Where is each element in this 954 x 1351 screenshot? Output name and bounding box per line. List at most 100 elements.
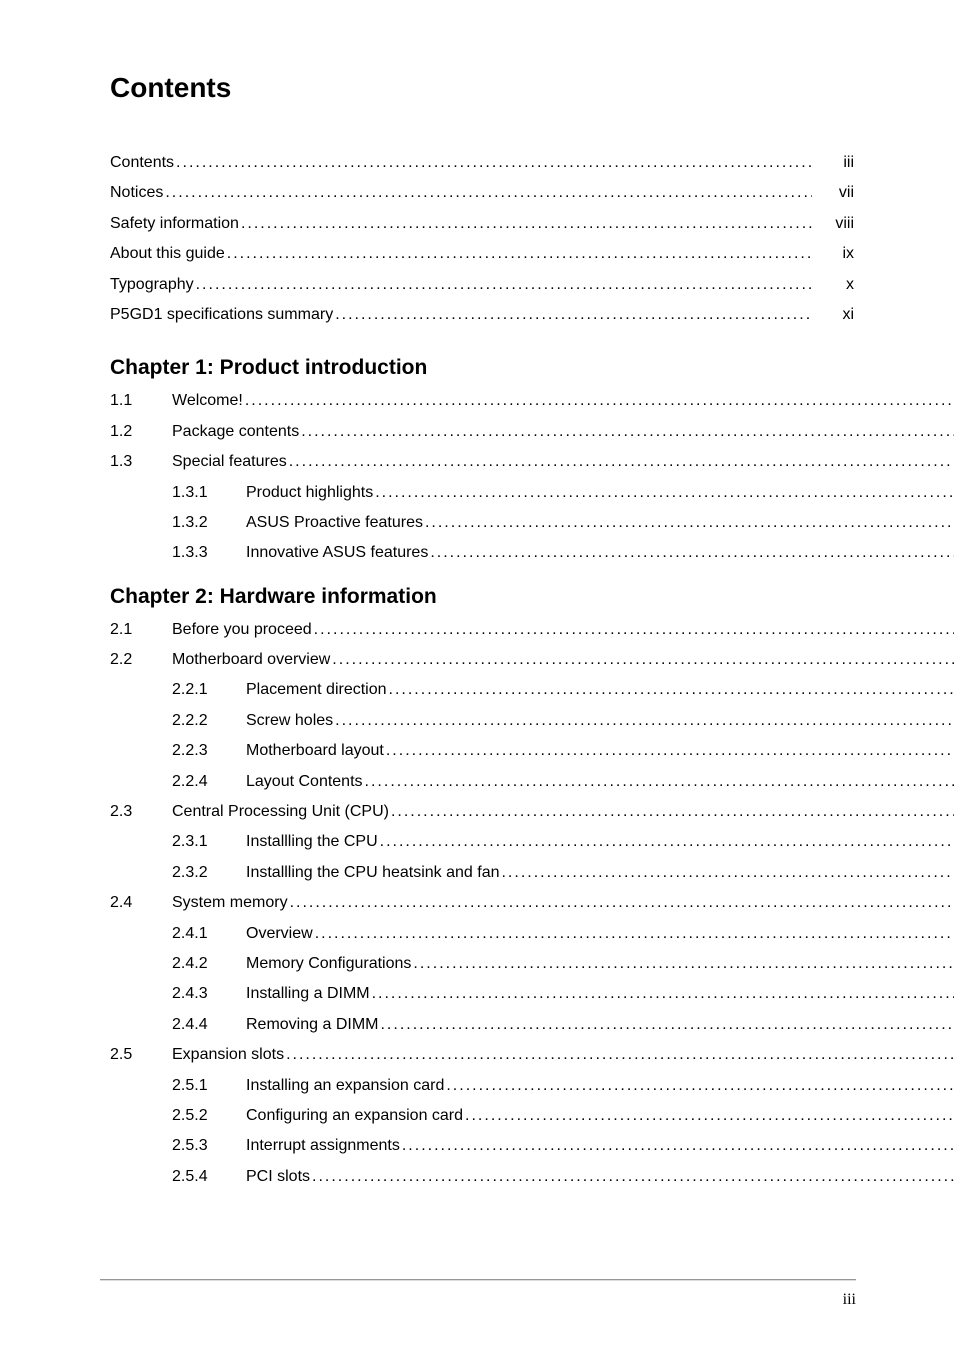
toc-leader — [288, 888, 954, 918]
toc-entry-lvl2: 2.2.4Layout Contents2-4 — [110, 767, 854, 797]
toc-entry-lvl2: 2.2.1Placement direction2-2 — [110, 675, 854, 705]
toc-entry-number: 2.3.1 — [172, 827, 246, 857]
toc-entry-label: Removing a DIMM — [246, 1010, 378, 1040]
toc-front-row: About this guideix — [110, 239, 854, 269]
toc-entry-text-wrap: Expansion slots2-15 — [172, 1040, 954, 1070]
toc-page: x — [812, 270, 854, 300]
toc-leader — [428, 538, 954, 568]
toc-entry-label: Installing an expansion card — [246, 1071, 444, 1101]
toc-entry-lvl1: 2.3Central Processing Unit (CPU)2-6 — [110, 797, 854, 827]
toc-leader — [239, 209, 812, 239]
toc-leader — [378, 827, 954, 857]
toc-leader — [389, 797, 954, 827]
toc-page: ix — [812, 239, 854, 269]
toc-entry-label: Innovative ASUS features — [246, 538, 428, 568]
toc-label: Notices — [110, 178, 163, 208]
toc-entry-lvl1: 1.2Package contents1-1 — [110, 417, 854, 447]
toc-entry-lvl2: 1.3.3Innovative ASUS features1-4 — [110, 538, 854, 568]
toc-entry-label: Overview — [246, 919, 313, 949]
toc-entry-label: Placement direction — [246, 675, 387, 705]
toc-entry-lvl1: 1.3Special features1-2 — [110, 447, 854, 477]
toc-leader — [163, 178, 812, 208]
toc-leader — [423, 508, 954, 538]
toc-entry-text-wrap: Configuring an expansion card2-15 — [246, 1101, 954, 1131]
front-matter-list: Contents iii Notices vii Safety information v… — [110, 148, 854, 330]
toc-entry-lvl2: 2.2.3Motherboard layout2-3 — [110, 736, 854, 766]
toc-front-row: Typographyx — [110, 270, 854, 300]
chapter-heading: Chapter 2: Hardware information — [110, 585, 854, 609]
toc-leader — [444, 1071, 954, 1101]
toc-entry-number: 2.2.3 — [172, 736, 246, 766]
toc-entry-lvl2: 2.5.3Interrupt assignments2-16 — [110, 1131, 854, 1161]
toc-entry-number: 2.4 — [110, 888, 172, 918]
toc-entry-label: Welcome! — [172, 386, 243, 416]
toc-page: vii — [812, 178, 854, 208]
toc-entry-label: Layout Contents — [246, 767, 363, 797]
toc-entry-text-wrap: Motherboard layout2-3 — [246, 736, 954, 766]
toc-page: viii — [812, 209, 854, 239]
toc-entry-text-wrap: Installing a DIMM2-14 — [246, 979, 954, 1009]
toc-leader — [299, 417, 954, 447]
toc-entry-text-wrap: Placement direction2-2 — [246, 675, 954, 705]
toc-entry-number: 1.3.1 — [172, 478, 246, 508]
toc-page: xi — [812, 300, 854, 330]
toc-entry-lvl2: 2.5.2Configuring an expansion card2-15 — [110, 1101, 854, 1131]
toc-leader — [363, 767, 954, 797]
toc-entry-text-wrap: Installing an expansion card2-15 — [246, 1071, 954, 1101]
toc-entry-label: Special features — [172, 447, 287, 477]
footer-rule — [100, 1279, 856, 1281]
toc-entry-lvl2: 2.3.2Installling the CPU heatsink and fa… — [110, 858, 854, 888]
toc-leader — [243, 386, 954, 416]
toc-front-row: Notices vii — [110, 178, 854, 208]
toc-entry-lvl2: 2.3.1Installling the CPU2-6 — [110, 827, 854, 857]
toc-label: Safety information — [110, 209, 239, 239]
toc-entry-label: Configuring an expansion card — [246, 1101, 463, 1131]
toc-entry-text-wrap: Interrupt assignments2-16 — [246, 1131, 954, 1161]
toc-entry-lvl2: 1.3.2ASUS Proactive features1-4 — [110, 508, 854, 538]
toc-entry-label: Motherboard overview — [172, 645, 330, 675]
toc-entry-text-wrap: Motherboard overview2-2 — [172, 645, 954, 675]
toc-entry-text-wrap: Package contents1-1 — [172, 417, 954, 447]
footer-page-number: iii — [843, 1291, 856, 1309]
toc-page: iii — [812, 148, 854, 178]
toc-entry-number: 2.3.2 — [172, 858, 246, 888]
toc-entry-lvl2: 2.4.4Removing a DIMM2-14 — [110, 1010, 854, 1040]
toc-entry-label: Before you proceed — [172, 615, 312, 645]
toc-entry-number: 2.2 — [110, 645, 172, 675]
toc-leader — [194, 270, 812, 300]
page-title: Contents — [110, 72, 854, 104]
toc-entry-number: 2.2.4 — [172, 767, 246, 797]
toc-entry-label: Memory Configurations — [246, 949, 411, 979]
toc-entry-text-wrap: Welcome!1-1 — [172, 386, 954, 416]
toc-entry-text-wrap: ASUS Proactive features1-4 — [246, 508, 954, 538]
toc-entry-lvl2: 1.3.1Product highlights1-2 — [110, 478, 854, 508]
toc-label: Contents — [110, 148, 174, 178]
toc-entry-label: Package contents — [172, 417, 299, 447]
toc-entry-number: 1.3 — [110, 447, 172, 477]
toc-leader — [313, 919, 954, 949]
toc-entry-number: 2.5.2 — [172, 1101, 246, 1131]
toc-entry-lvl1: 2.2Motherboard overview2-2 — [110, 645, 854, 675]
toc-leader — [373, 478, 954, 508]
toc-leader — [463, 1101, 954, 1131]
toc-leader — [225, 239, 812, 269]
toc-entry-text-wrap: PCI slots2-17 — [246, 1162, 954, 1192]
toc-entry-number: 2.4.1 — [172, 919, 246, 949]
toc-entry-text-wrap: Screw holes2-2 — [246, 706, 954, 736]
toc-entry-text-wrap: Removing a DIMM2-14 — [246, 1010, 954, 1040]
toc-leader — [378, 1010, 954, 1040]
toc-entry-number: 2.5.1 — [172, 1071, 246, 1101]
toc-entry-number: 2.4.4 — [172, 1010, 246, 1040]
toc-entry-number: 2.2.2 — [172, 706, 246, 736]
toc-entry-number: 2.5 — [110, 1040, 172, 1070]
toc-entry-text-wrap: Memory Configurations2-11 — [246, 949, 954, 979]
toc-label: P5GD1 specifications summary — [110, 300, 333, 330]
toc-front-row: Contents iii — [110, 148, 854, 178]
toc-entry-text-wrap: System memory2-11 — [172, 888, 954, 918]
toc-entry-lvl1: 2.4System memory2-11 — [110, 888, 854, 918]
toc-entry-lvl2: 2.5.4PCI slots2-17 — [110, 1162, 854, 1192]
toc-entry-number: 2.5.4 — [172, 1162, 246, 1192]
toc-entry-label: Installling the CPU heatsink and fan — [246, 858, 499, 888]
toc-leader — [499, 858, 954, 888]
toc-leader — [333, 300, 812, 330]
